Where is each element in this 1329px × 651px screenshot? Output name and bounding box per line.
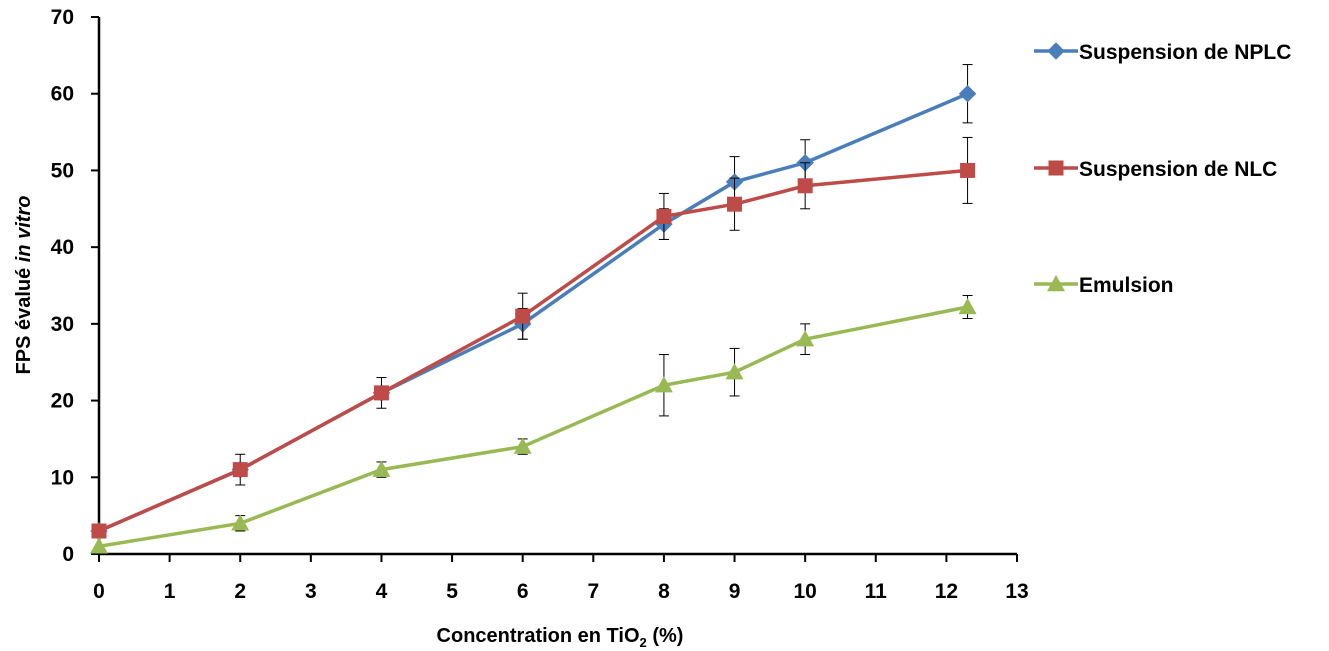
y-tick-label: 70	[51, 6, 74, 29]
data-point	[372, 460, 391, 477]
legend-label: Emulsion	[1079, 274, 1174, 297]
data-point	[958, 297, 977, 315]
x-tick-label: 4	[376, 580, 388, 603]
data-point	[656, 208, 672, 224]
x-tick-label: 2	[234, 580, 246, 603]
y-tick-label: 20	[51, 390, 74, 413]
data-point	[90, 537, 108, 554]
data-point	[727, 196, 743, 212]
y-tick-label: 50	[51, 159, 74, 182]
series-line	[98, 92, 969, 533]
x-axis-title: Concentration en TiO2 (%)	[437, 625, 684, 650]
legend-swatch-marker	[1047, 42, 1065, 60]
data-point	[373, 385, 389, 401]
y-axis-title: FPS évalué in vitro	[13, 196, 35, 375]
legend-label: Suspension de NLC	[1079, 158, 1277, 181]
series-diamond	[90, 64, 977, 540]
x-tick-label: 13	[1005, 580, 1028, 603]
x-tick-label: 0	[93, 580, 105, 603]
x-tick-label: 1	[164, 580, 176, 603]
legend-item: Suspension de NPLC	[1034, 41, 1291, 64]
chart-series	[90, 64, 977, 554]
x-tick-label: 5	[446, 580, 458, 603]
data-point	[515, 308, 531, 324]
data-point	[725, 363, 744, 380]
data-point	[958, 85, 977, 103]
series-square	[91, 136, 976, 539]
data-point	[232, 462, 248, 478]
x-tick-label: 10	[793, 580, 816, 603]
data-point	[231, 514, 250, 531]
x-tick-label: 9	[729, 580, 741, 603]
y-tick-label: 30	[51, 313, 74, 336]
x-tick-label: 12	[935, 580, 958, 603]
y-tick-label: 60	[51, 83, 74, 106]
data-point	[960, 162, 976, 178]
series-line	[98, 168, 968, 533]
x-tick-label: 8	[658, 580, 670, 603]
x-tick-label: 3	[305, 580, 317, 603]
x-tick-label: 7	[587, 580, 599, 603]
x-tick-label: 6	[517, 580, 529, 603]
y-tick-label: 40	[51, 236, 74, 259]
y-tick-label: 10	[51, 466, 74, 489]
legend-item: Suspension de NLC	[1034, 158, 1277, 181]
y-tick-label: 0	[62, 543, 74, 566]
data-point	[91, 523, 107, 539]
legend-swatch-marker	[1048, 160, 1064, 176]
chart-legend: Suspension de NPLC Suspension de NLC Emuls…	[1034, 41, 1291, 297]
legend-swatch-marker	[1047, 275, 1065, 292]
series-line	[98, 305, 968, 549]
data-point	[513, 437, 532, 454]
data-point	[797, 178, 813, 194]
legend-item: Emulsion	[1034, 274, 1174, 297]
series-triangle	[90, 294, 977, 554]
legend-label: Suspension de NPLC	[1079, 41, 1291, 64]
data-point	[796, 330, 815, 347]
x-tick-label: 11	[865, 580, 888, 603]
data-point	[654, 376, 673, 393]
